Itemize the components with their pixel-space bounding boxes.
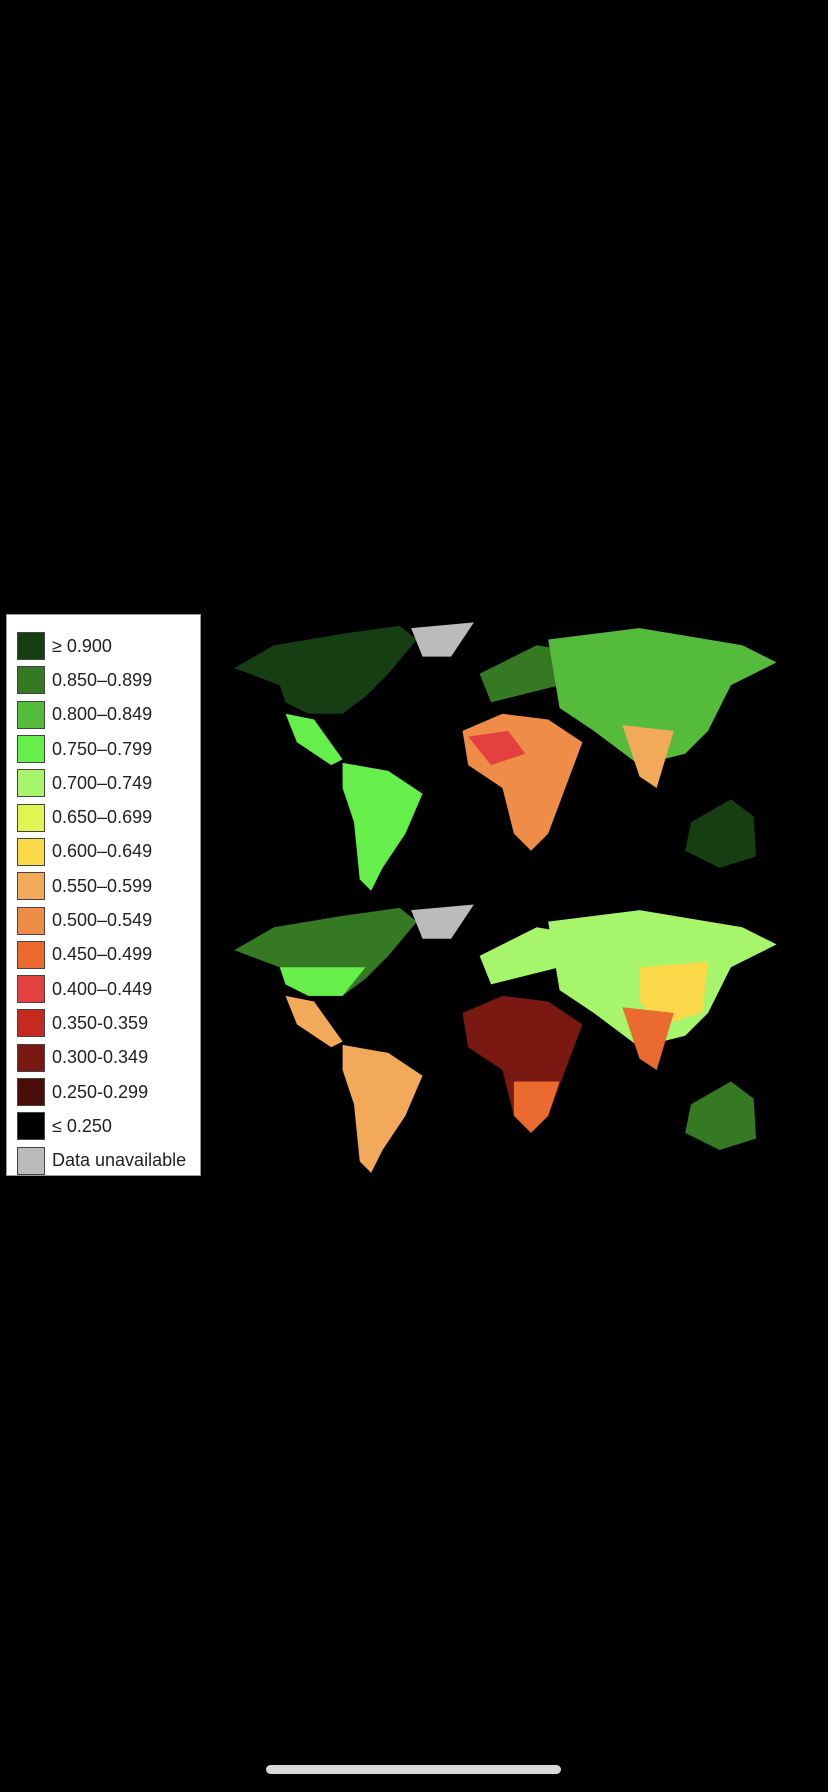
legend-label: 0.400–0.449 [52, 978, 153, 999]
legend-item: 0.600–0.649 [7, 835, 200, 869]
legend-item: 0.650–0.699 [7, 800, 200, 834]
india [622, 725, 674, 788]
south-america [342, 762, 423, 891]
legend-label: 0.800–0.849 [52, 704, 153, 725]
legend-swatch [17, 735, 45, 764]
legend-swatch [17, 906, 45, 935]
legend-label: 0.350-0.359 [52, 1012, 149, 1033]
legend-item: 0.700–0.749 [7, 766, 200, 800]
map-top [234, 622, 777, 891]
legend-swatch [17, 666, 45, 695]
usa [279, 967, 366, 996]
legend-label: 0.700–0.749 [52, 772, 153, 793]
legend-item: 0.400–0.449 [7, 972, 200, 1006]
asia [548, 628, 777, 766]
legend-swatch [17, 700, 45, 729]
legend-item: ≥ 0.900 [7, 629, 200, 663]
legend-swatch [17, 769, 45, 798]
legend-swatch [17, 1043, 45, 1072]
legend-label: ≥ 0.900 [52, 635, 112, 656]
legend-item: 0.800–0.849 [7, 698, 200, 732]
legend-swatch [17, 940, 45, 969]
legend-swatch [17, 803, 45, 832]
legend-swatch [17, 1078, 45, 1106]
legend-label: 0.450–0.499 [52, 944, 153, 965]
australia [685, 1081, 757, 1150]
legend-item: 0.300-0.349 [7, 1041, 200, 1075]
central-america [285, 713, 343, 766]
legend-swatch [17, 975, 45, 1004]
legend-label: 0.500–0.549 [52, 910, 153, 931]
legend-item: 0.750–0.799 [7, 732, 200, 766]
legend-item: 0.500–0.549 [7, 903, 200, 937]
legend-swatch [17, 872, 45, 901]
south-america [342, 1044, 423, 1173]
home-indicator [266, 1765, 561, 1774]
north-america [234, 907, 417, 996]
legend-label: Data unavailable [52, 1150, 187, 1171]
legend-swatch [17, 1146, 45, 1175]
legend-label: 0.750–0.799 [52, 738, 153, 759]
legend-item: 0.450–0.499 [7, 938, 200, 972]
legend-label: 0.650–0.699 [52, 807, 153, 828]
legend-label: 0.850–0.899 [52, 669, 153, 690]
legend-swatch [17, 1009, 45, 1038]
europe [479, 645, 571, 703]
australia [685, 799, 757, 868]
legend-label: 0.600–0.649 [52, 841, 153, 862]
legend-item: 0.350-0.359 [7, 1006, 200, 1040]
china [639, 961, 709, 1025]
greenland [411, 622, 474, 657]
central-america [285, 995, 343, 1048]
legend-item: 0.250-0.299 [7, 1075, 200, 1109]
legend-swatch [17, 632, 45, 661]
legend-label: ≤ 0.250 [52, 1115, 112, 1136]
india [622, 1007, 674, 1071]
legend-item: 0.550–0.599 [7, 869, 200, 903]
europe [479, 927, 571, 985]
africa-west [468, 730, 526, 766]
greenland [411, 904, 474, 939]
legend-item: Data unavailable [7, 1143, 200, 1177]
legend-item: 0.850–0.899 [7, 663, 200, 697]
africa-south [513, 1081, 560, 1133]
legend-label: 0.300-0.349 [52, 1047, 149, 1068]
map-bottom [234, 904, 777, 1173]
legend-swatch [17, 1112, 45, 1141]
africa [462, 713, 583, 851]
legend: ≥ 0.900 0.850–0.899 0.800–0.849 0.750–0.799… [6, 614, 201, 1176]
north-america [234, 625, 417, 714]
legend-label: 0.550–0.599 [52, 875, 153, 896]
legend-label: 0.250-0.299 [52, 1081, 149, 1102]
legend-item: ≤ 0.250 [7, 1109, 200, 1143]
legend-swatch [17, 837, 45, 866]
